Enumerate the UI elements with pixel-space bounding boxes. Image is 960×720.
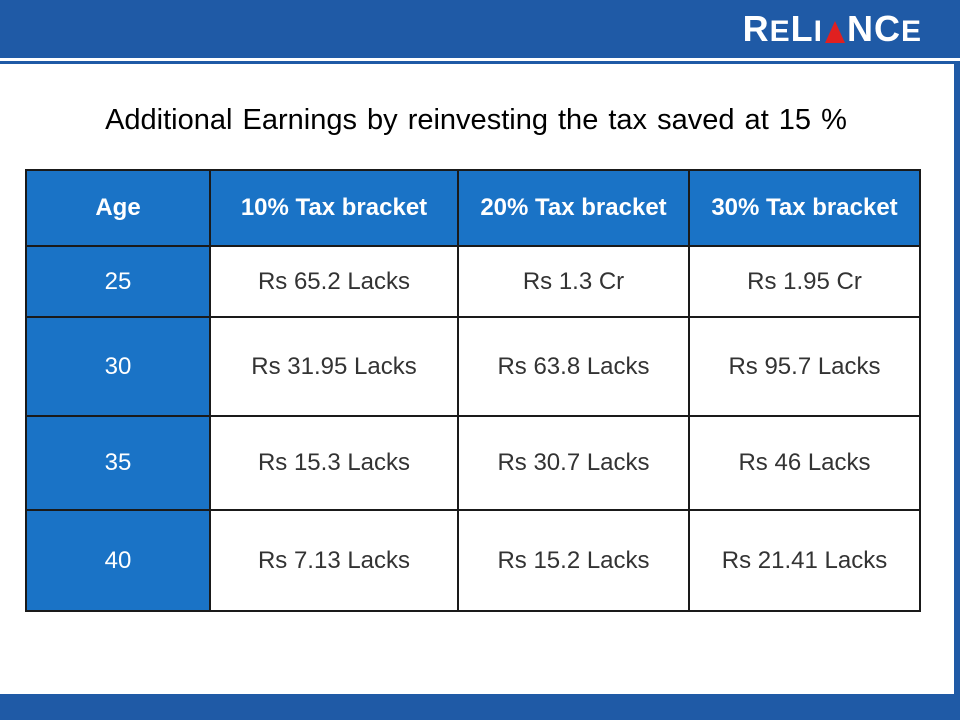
right-edge-bar bbox=[954, 64, 960, 694]
table-row: 35 Rs 15.3 Lacks Rs 30.7 Lacks Rs 46 Lac… bbox=[25, 415, 921, 511]
earnings-table: Age 10% Tax bracket 20% Tax bracket 30% … bbox=[25, 169, 921, 612]
value-cell-10: Rs 31.95 Lacks bbox=[209, 316, 459, 417]
column-header-20-percent: 20% Tax bracket bbox=[457, 169, 690, 247]
value-cell-20: Rs 15.2 Lacks bbox=[457, 509, 690, 612]
reliance-logo: RELI NCE bbox=[743, 8, 922, 52]
footer-band bbox=[0, 694, 960, 720]
column-header-age: Age bbox=[25, 169, 211, 247]
value-cell-30: Rs 95.7 Lacks bbox=[688, 316, 921, 417]
column-header-10-percent: 10% Tax bracket bbox=[209, 169, 459, 247]
value-cell-30: Rs 46 Lacks bbox=[688, 415, 921, 511]
header-divider bbox=[0, 58, 960, 61]
header-underline bbox=[0, 61, 960, 64]
age-cell: 35 bbox=[25, 415, 211, 511]
value-cell-30: Rs 1.95 Cr bbox=[688, 245, 921, 318]
logo-triangle-icon bbox=[824, 20, 845, 43]
value-cell-20: Rs 63.8 Lacks bbox=[457, 316, 690, 417]
value-cell-10: Rs 65.2 Lacks bbox=[209, 245, 459, 318]
value-cell-10: Rs 7.13 Lacks bbox=[209, 509, 459, 612]
table-row: 40 Rs 7.13 Lacks Rs 15.2 Lacks Rs 21.41 … bbox=[25, 509, 921, 612]
age-cell: 25 bbox=[25, 245, 211, 318]
age-cell: 30 bbox=[25, 316, 211, 417]
logo-wordmark: RELI NCE bbox=[742, 7, 922, 49]
table-row: 25 Rs 65.2 Lacks Rs 1.3 Cr Rs 1.95 Cr bbox=[25, 245, 921, 318]
slide-title: Additional Earnings by reinvesting the t… bbox=[105, 104, 847, 136]
age-cell: 40 bbox=[25, 509, 211, 612]
header-band bbox=[0, 0, 960, 58]
table-header-row: Age 10% Tax bracket 20% Tax bracket 30% … bbox=[25, 169, 921, 247]
earnings-table-container: Age 10% Tax bracket 20% Tax bracket 30% … bbox=[25, 169, 921, 612]
value-cell-20: Rs 30.7 Lacks bbox=[457, 415, 690, 511]
value-cell-20: Rs 1.3 Cr bbox=[457, 245, 690, 318]
column-header-30-percent: 30% Tax bracket bbox=[688, 169, 921, 247]
value-cell-30: Rs 21.41 Lacks bbox=[688, 509, 921, 612]
table-row: 30 Rs 31.95 Lacks Rs 63.8 Lacks Rs 95.7 … bbox=[25, 316, 921, 417]
value-cell-10: Rs 15.3 Lacks bbox=[209, 415, 459, 511]
